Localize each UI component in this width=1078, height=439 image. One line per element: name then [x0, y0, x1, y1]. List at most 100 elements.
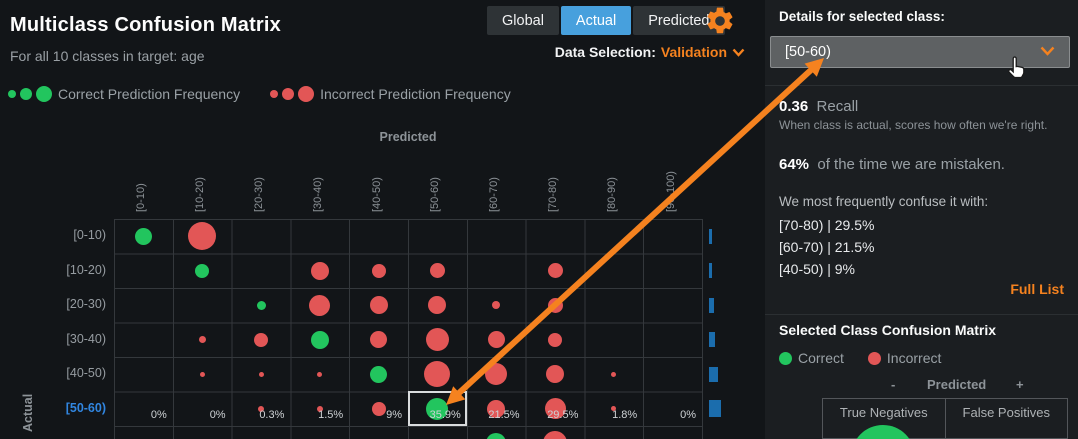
- details-heading: Details for selected class:: [779, 9, 945, 24]
- row-label[interactable]: [10-20): [66, 262, 106, 277]
- column-header: [0-10): [135, 183, 148, 212]
- bubble-correct: [134, 227, 152, 245]
- tab-actual[interactable]: Actual: [560, 6, 632, 35]
- mistaken-value: 64%: [779, 156, 810, 173]
- legend-dot-icon: [20, 88, 32, 100]
- correct-dots-icon: [8, 86, 52, 102]
- cell-percentage: 0%: [150, 409, 167, 421]
- row-distribution-bar: [709, 400, 721, 418]
- confusion-list: [70-80) | 29.5% [60-70) | 21.5% [40-50) | …: [779, 214, 1064, 280]
- bubble-incorrect: [310, 261, 329, 280]
- row-distribution-bar: [709, 297, 714, 313]
- bubble-incorrect: [371, 401, 386, 416]
- view-tab-group: Global Actual Predicted: [487, 6, 725, 35]
- column-header: [20-30): [253, 177, 265, 212]
- predicted-axis-label: Predicted: [379, 130, 437, 144]
- chevron-down-icon: [732, 44, 745, 60]
- row-label[interactable]: [40-50): [66, 366, 106, 381]
- plus-label: +: [1016, 377, 1024, 392]
- bubble-incorrect: [425, 328, 449, 352]
- correct-dot-icon: [779, 351, 792, 365]
- bubble-incorrect: [487, 331, 505, 349]
- cell-percentage: 9%: [386, 409, 402, 421]
- settings-gear-icon[interactable]: [704, 5, 736, 37]
- bubble-incorrect: [424, 361, 451, 388]
- legend-dot-icon: [298, 86, 315, 102]
- bubble-correct: [310, 330, 329, 349]
- bubble-correct: [486, 433, 507, 439]
- bubble-incorrect: [487, 399, 506, 418]
- bubble-incorrect: [544, 398, 566, 420]
- bubble-incorrect: [309, 294, 331, 316]
- bubble-incorrect: [371, 263, 386, 278]
- cell-percentage: 0%: [209, 409, 226, 421]
- recall-label: Recall: [816, 98, 859, 115]
- legend-dot-icon: [282, 88, 295, 100]
- confuse-heading: We most frequently confuse it with:: [779, 194, 989, 209]
- column-header: [90-100): [664, 171, 677, 212]
- column-header: [10-20): [194, 177, 207, 212]
- bubble-incorrect: [369, 296, 388, 315]
- divider: [765, 85, 1078, 86]
- cell-percentage: 21.5%: [488, 409, 520, 421]
- recall-value: 0.36: [779, 98, 809, 115]
- cell-percentage: 1.8%: [612, 409, 638, 421]
- bubble-incorrect: [429, 263, 445, 279]
- mini-cell-true-negatives: True Negatives: [839, 405, 928, 420]
- row-label[interactable]: [0-10): [73, 228, 106, 243]
- bubble-correct: [195, 263, 210, 278]
- mistaken-metric: 64% of the time we are mistaken.: [779, 156, 1064, 173]
- selected-cell-highlight[interactable]: [408, 391, 467, 426]
- bubble-correct: [256, 300, 266, 310]
- cell-percentage: 0.3%: [259, 409, 285, 421]
- legend-dot-icon: [36, 86, 52, 102]
- column-header: [70-80): [547, 177, 559, 212]
- bubble-incorrect: [428, 296, 447, 315]
- bubble-incorrect: [199, 371, 205, 377]
- cell-percentage: 29.5%: [547, 409, 579, 421]
- mini-matrix-legend: Correct Incorrect: [779, 350, 1064, 366]
- recall-description: When class is actual, scores how often w…: [779, 118, 1048, 132]
- legend-dot-icon: [270, 90, 279, 98]
- mini-legend-correct: Correct: [798, 350, 844, 366]
- bubble-incorrect: [611, 406, 617, 412]
- row-distribution-bar: [709, 228, 712, 244]
- cell-percentage: 0%: [680, 409, 696, 421]
- class-select-value: [50-60): [785, 44, 831, 60]
- row-label[interactable]: [20-30): [66, 297, 106, 312]
- mistaken-text: of the time we are mistaken.: [817, 156, 1005, 173]
- row-label[interactable]: [30-40): [66, 331, 106, 346]
- row-distribution-bar: [709, 366, 718, 382]
- class-select-dropdown[interactable]: [50-60): [770, 36, 1070, 68]
- cell-percentage: 35.9%: [429, 409, 461, 421]
- confusion-list-item: [70-80) | 29.5%: [779, 217, 875, 233]
- mini-confusion-table: True Negatives False Positives: [822, 398, 1068, 439]
- bubble-correct: [370, 365, 388, 383]
- bubble-incorrect: [370, 331, 388, 349]
- true-negatives-bubble: [851, 425, 915, 439]
- mini-matrix-heading: Selected Class Confusion Matrix: [779, 322, 997, 338]
- incorrect-legend-label: Incorrect Prediction Frequency: [320, 86, 511, 102]
- column-header: [60-70): [488, 177, 501, 212]
- full-list-link[interactable]: Full List: [1010, 281, 1064, 297]
- data-selection-label: Data Selection:: [554, 44, 656, 60]
- confusion-list-item: [60-70) | 21.5%: [779, 239, 875, 255]
- tab-global[interactable]: Global: [487, 6, 559, 35]
- bubble-incorrect: [198, 336, 206, 344]
- bubble-incorrect: [316, 405, 323, 412]
- legend-dot-icon: [8, 90, 16, 98]
- column-header: [50-60): [429, 177, 442, 212]
- mini-predicted-label: Predicted: [927, 377, 987, 392]
- tab-predicted[interactable]: Predicted: [633, 6, 725, 35]
- column-header: [30-40): [311, 177, 324, 212]
- bubble-incorrect: [258, 371, 264, 377]
- bubble-incorrect: [548, 332, 562, 347]
- bubble-incorrect: [317, 371, 323, 377]
- column-header: [40-50): [370, 177, 383, 212]
- correct-legend-label: Correct Prediction Frequency: [58, 86, 241, 102]
- frequency-legend: Correct Prediction Frequency Incorrect P…: [8, 86, 511, 102]
- column-header: [80-90): [605, 177, 618, 212]
- data-selection[interactable]: Data Selection: Validation: [555, 44, 745, 60]
- recall-metric: 0.36 Recall: [779, 98, 1064, 115]
- row-label-selected[interactable]: [50-60): [65, 400, 106, 415]
